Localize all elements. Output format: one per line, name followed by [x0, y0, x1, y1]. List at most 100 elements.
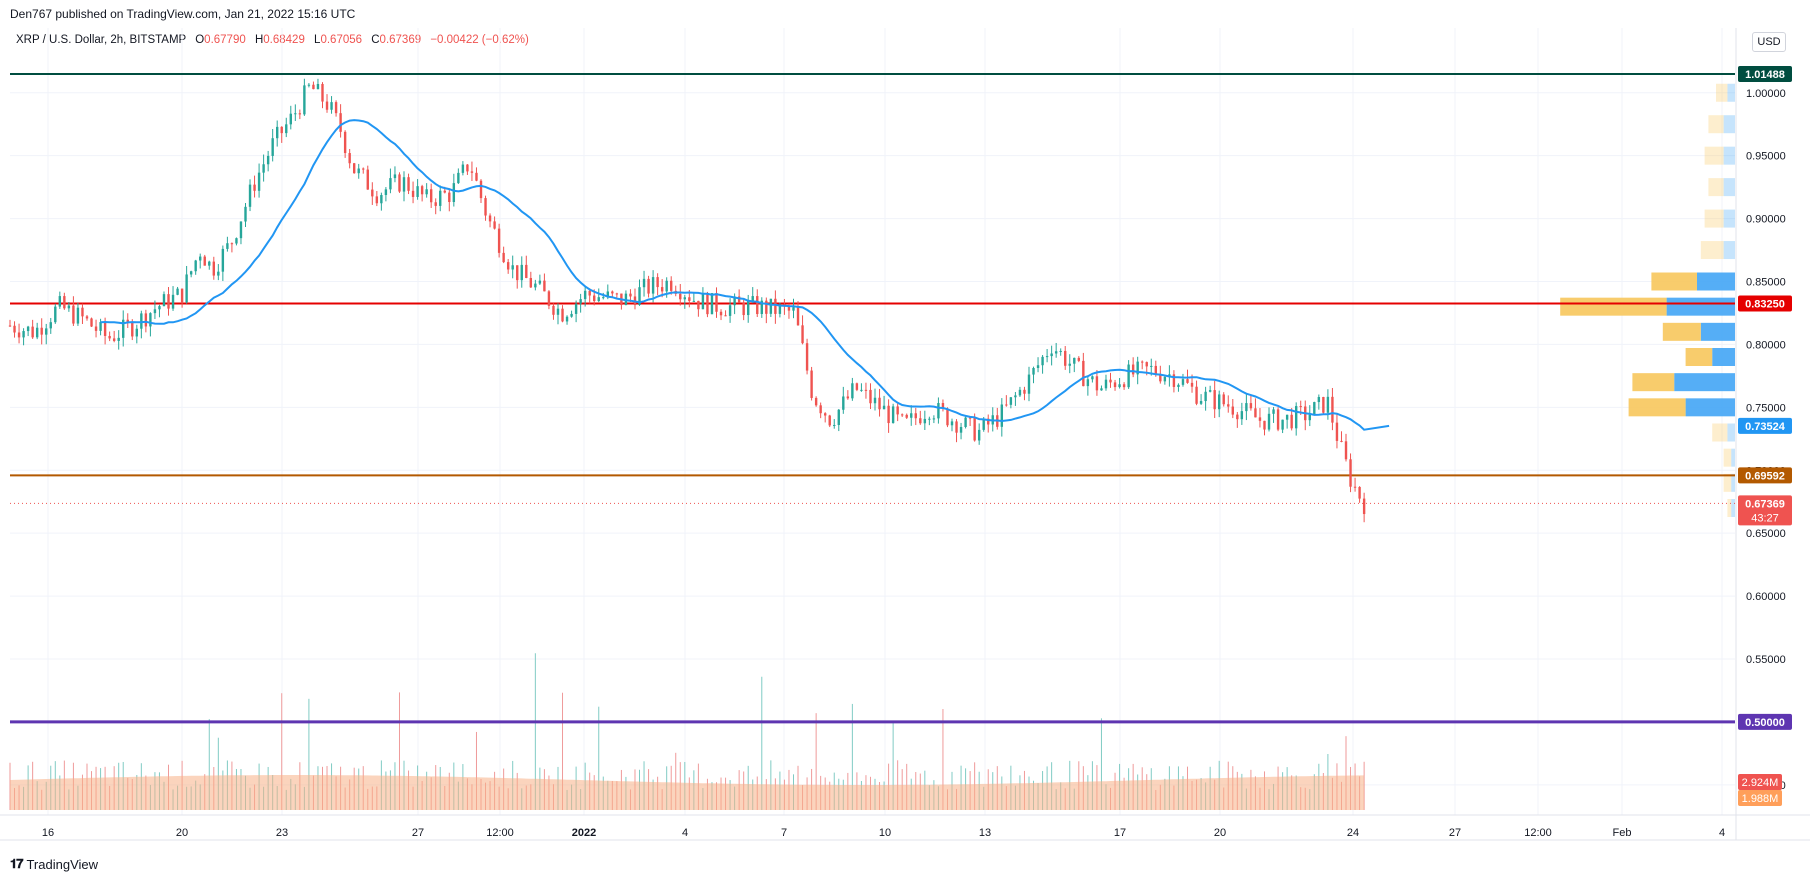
- candle-body: [638, 287, 641, 306]
- vp-down-bar: [1731, 473, 1735, 492]
- x-tick-label: 23: [276, 827, 288, 839]
- last-price-label-bg: [1738, 495, 1792, 526]
- candle-body: [828, 415, 831, 426]
- candle-body: [579, 299, 582, 304]
- candle-body: [642, 278, 646, 288]
- vp-up-bar: [1704, 146, 1724, 165]
- volume-profile: [1560, 83, 1735, 517]
- candle-body: [366, 169, 369, 190]
- candle-body: [574, 303, 578, 314]
- x-tick-label: 24: [1347, 827, 1359, 839]
- candle-body: [1190, 382, 1194, 387]
- candle-body: [1222, 394, 1225, 405]
- x-tick-label: 7: [781, 827, 787, 839]
- candle-body: [751, 296, 754, 301]
- high-value: 0.68429: [263, 34, 305, 46]
- candle-body: [348, 153, 351, 164]
- currency-button[interactable]: USD: [1752, 32, 1786, 52]
- y-tick-label: 0.95000: [1746, 151, 1786, 163]
- candle-body: [529, 277, 533, 288]
- candle-body: [13, 325, 16, 333]
- ma-label-bg: [1738, 417, 1792, 434]
- candle-body: [602, 297, 605, 299]
- candle-body: [1236, 414, 1239, 420]
- volume-ma-area: [10, 775, 1365, 810]
- candle-body: [869, 389, 872, 404]
- open-label: O: [195, 34, 205, 46]
- candle-body: [873, 397, 877, 404]
- candle-body: [362, 168, 365, 170]
- candle-body: [1054, 351, 1058, 354]
- candle-body: [8, 325, 12, 327]
- candle-body: [316, 83, 320, 90]
- candle-body: [851, 383, 854, 399]
- candle-body: [1335, 422, 1339, 441]
- candle-body: [823, 413, 827, 416]
- candle-body: [719, 311, 723, 316]
- vp-up-bar: [1723, 448, 1732, 467]
- candle-body: [941, 403, 945, 409]
- candle-body: [955, 421, 958, 433]
- vp-down-bar: [1674, 373, 1735, 392]
- candle-body: [565, 316, 569, 322]
- candle-body: [1199, 401, 1203, 404]
- close-label: C: [371, 34, 380, 46]
- candle-body: [588, 290, 591, 296]
- vp-down-bar: [1723, 178, 1735, 197]
- y-tick-label: 0.90000: [1746, 214, 1786, 226]
- candle-body: [765, 300, 768, 314]
- brand-name[interactable]: TradingView: [26, 856, 99, 872]
- candle-body: [90, 318, 93, 327]
- candle-body: [420, 186, 424, 195]
- candle-body: [49, 322, 52, 329]
- vp-up-bar: [1716, 83, 1728, 102]
- candle-body: [1213, 390, 1216, 410]
- candle-body: [434, 202, 437, 206]
- candle-body: [54, 306, 57, 323]
- candle-body: [882, 405, 886, 410]
- symbol-name[interactable]: XRP / U.S. Dollar, 2h, BITSTAMP: [16, 34, 187, 46]
- level-label-bg: [1738, 66, 1792, 83]
- candle-body: [570, 313, 573, 317]
- candle-body: [203, 256, 206, 266]
- candle-body: [1154, 365, 1157, 375]
- candle-body: [135, 328, 139, 337]
- candle-body: [271, 138, 274, 156]
- candle-body: [94, 326, 98, 331]
- horizontal-levels: [10, 73, 1735, 724]
- vp-down-bar: [1666, 297, 1735, 316]
- candle-body: [1322, 396, 1325, 413]
- x-tick-label: 4: [682, 827, 688, 839]
- x-tick-label: 13: [979, 827, 991, 839]
- vp-up-bar: [1708, 115, 1724, 134]
- volume-bars: [9, 653, 1365, 810]
- candle-body: [1141, 361, 1144, 363]
- vp-up-bar: [1662, 322, 1701, 341]
- candle-body: [796, 307, 800, 326]
- candle-body: [158, 306, 161, 310]
- candle-body: [330, 102, 333, 110]
- candle-body: [864, 389, 868, 391]
- symbol-legend: XRP / U.S. Dollar, 2h, BITSTAMP O0.67790…: [16, 34, 529, 46]
- candle-body: [959, 426, 963, 433]
- level-label: 0.83250: [1745, 299, 1785, 311]
- candle-body: [448, 192, 451, 203]
- candle-body: [26, 326, 30, 332]
- candle-body: [1050, 353, 1053, 357]
- last-price-label: 0.67369: [1745, 498, 1785, 510]
- candle-body: [239, 221, 243, 239]
- candle-body: [688, 297, 691, 301]
- candle-body: [506, 262, 510, 270]
- vp-down-bar: [1731, 448, 1735, 467]
- candle-body: [180, 288, 184, 303]
- x-tick-label: 2022: [572, 827, 596, 839]
- candle-body: [1245, 403, 1248, 412]
- candle-body: [1349, 459, 1352, 487]
- y-tick-label: 0.65000: [1746, 528, 1786, 540]
- candle-body: [1308, 414, 1311, 421]
- candle-body: [253, 184, 256, 191]
- candle-body: [905, 414, 908, 418]
- candle-body: [1358, 486, 1361, 499]
- candle-body: [697, 300, 700, 310]
